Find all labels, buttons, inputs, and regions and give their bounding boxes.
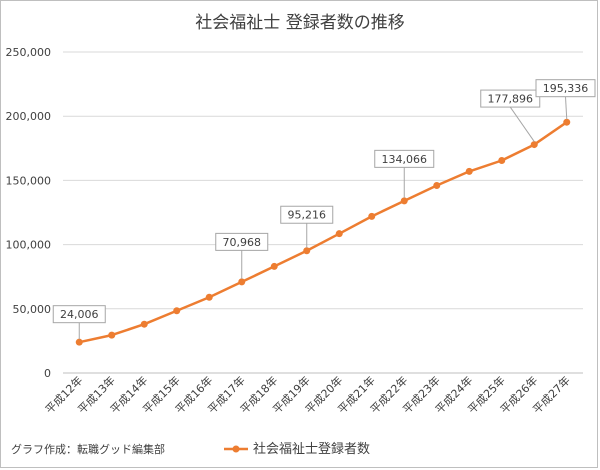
y-tick-label: 250,000 <box>6 46 52 59</box>
data-point <box>75 338 83 346</box>
callout-leader-line <box>565 96 568 120</box>
chart-title: 社会福祉士 登録者数の推移 <box>195 13 404 33</box>
y-tick-label: 50,000 <box>13 303 52 316</box>
gridlines <box>63 51 583 374</box>
data-point <box>465 167 473 175</box>
data-point <box>563 118 571 126</box>
callout-box <box>280 205 334 224</box>
series-line-group <box>75 118 571 346</box>
y-tick-label: 0 <box>44 367 51 380</box>
series-line <box>78 121 568 344</box>
y-tick-label: 200,000 <box>6 110 52 123</box>
legend-dot-marker <box>232 445 240 453</box>
data-point <box>108 331 116 339</box>
chart-credit: グラフ作成：転職グッド編集部 <box>11 442 165 456</box>
y-tick-label: 150,000 <box>6 174 52 187</box>
callout-leader-line <box>509 106 535 142</box>
y-tick-label: 100,000 <box>6 239 52 252</box>
callout-box <box>52 305 106 324</box>
data-label: 177,896 <box>488 93 534 106</box>
callout-box <box>374 149 435 168</box>
data-label: 24,006 <box>60 308 99 321</box>
data-point <box>205 293 213 301</box>
data-label: 195,336 <box>543 82 589 95</box>
data-point <box>303 247 311 255</box>
data-point <box>173 307 181 315</box>
data-point <box>530 141 538 149</box>
x-axis-tick-labels: 平成12年平成13年平成14年平成15年平成16年平成17年平成18年平成19年… <box>42 373 573 416</box>
data-point <box>335 230 343 238</box>
data-point <box>368 212 376 220</box>
data-point <box>498 156 506 164</box>
legend-label: 社会福祉士登録者数 <box>253 441 370 457</box>
callout-box <box>480 89 541 108</box>
data-label: 134,066 <box>382 153 428 166</box>
data-callouts: 24,006 70,968 95,216 134,066 177,896 195,336 <box>52 79 596 340</box>
data-label: 95,216 <box>288 209 327 222</box>
data-label: 70,968 <box>223 236 262 249</box>
data-point <box>270 262 278 270</box>
data-point <box>400 197 408 205</box>
data-point <box>140 320 148 328</box>
y-axis-tick-labels: 0 50,000 100,000 150,000 200,000 250,000 <box>6 46 52 380</box>
legend: 社会福祉士登録者数 <box>224 441 370 457</box>
callout-box <box>535 79 596 98</box>
data-point <box>238 278 246 286</box>
data-point <box>433 182 441 190</box>
callout-box <box>215 232 269 251</box>
